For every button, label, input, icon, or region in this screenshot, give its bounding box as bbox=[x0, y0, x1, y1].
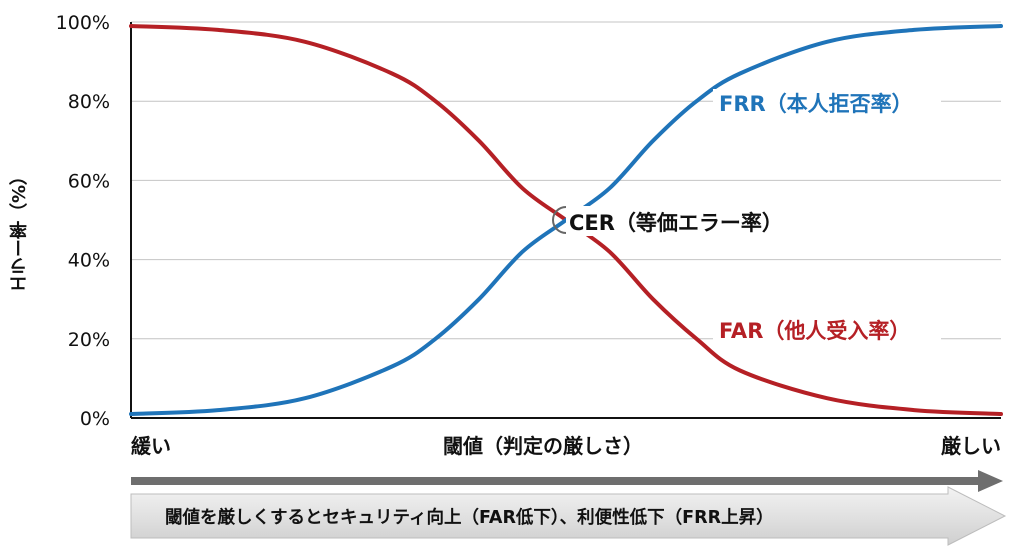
y-tick-label: 40% bbox=[68, 250, 110, 272]
big-arrow-shape bbox=[130, 486, 1007, 546]
x-left-label: 緩い bbox=[131, 434, 171, 458]
axes bbox=[130, 22, 1001, 419]
thin-arrow-head bbox=[978, 470, 1003, 492]
y-tick-label: 0% bbox=[80, 408, 110, 430]
labels: 0% 20% 40% 60% 80% 100% FRR（本人拒否率） FAR（他人受入率） CE… bbox=[56, 12, 1001, 458]
arrow-caption: 閾値を厳しくするとセキュリティ向上（FAR低下）、利便性低下（FRR上昇） bbox=[165, 507, 774, 528]
cer-label: CER（等価エラー率） bbox=[569, 211, 783, 235]
bottom-arrows: 閾値を厳しくするとセキュリティ向上（FAR低下）、利便性低下（FRR上昇） bbox=[130, 470, 1007, 546]
far-series-label-bg bbox=[713, 316, 941, 346]
x-right-label: 厳しい bbox=[941, 434, 1001, 458]
grid-lines bbox=[131, 21, 1001, 340]
cer-label-bg bbox=[566, 206, 800, 236]
frr-series-label: FRR（本人拒否率） bbox=[719, 92, 913, 116]
y-tick-label: 100% bbox=[56, 12, 110, 34]
y-tick-label: 20% bbox=[68, 329, 110, 351]
y-tick-label: 80% bbox=[68, 91, 110, 113]
thin-arrow-shaft bbox=[131, 477, 983, 485]
frr-series-label-bg bbox=[713, 89, 941, 119]
x-axis-label: 閾値（判定の厳しさ） bbox=[443, 434, 643, 458]
y-tick-label: 60% bbox=[68, 170, 110, 192]
far-series-label: FAR（他人受入率） bbox=[719, 319, 910, 343]
